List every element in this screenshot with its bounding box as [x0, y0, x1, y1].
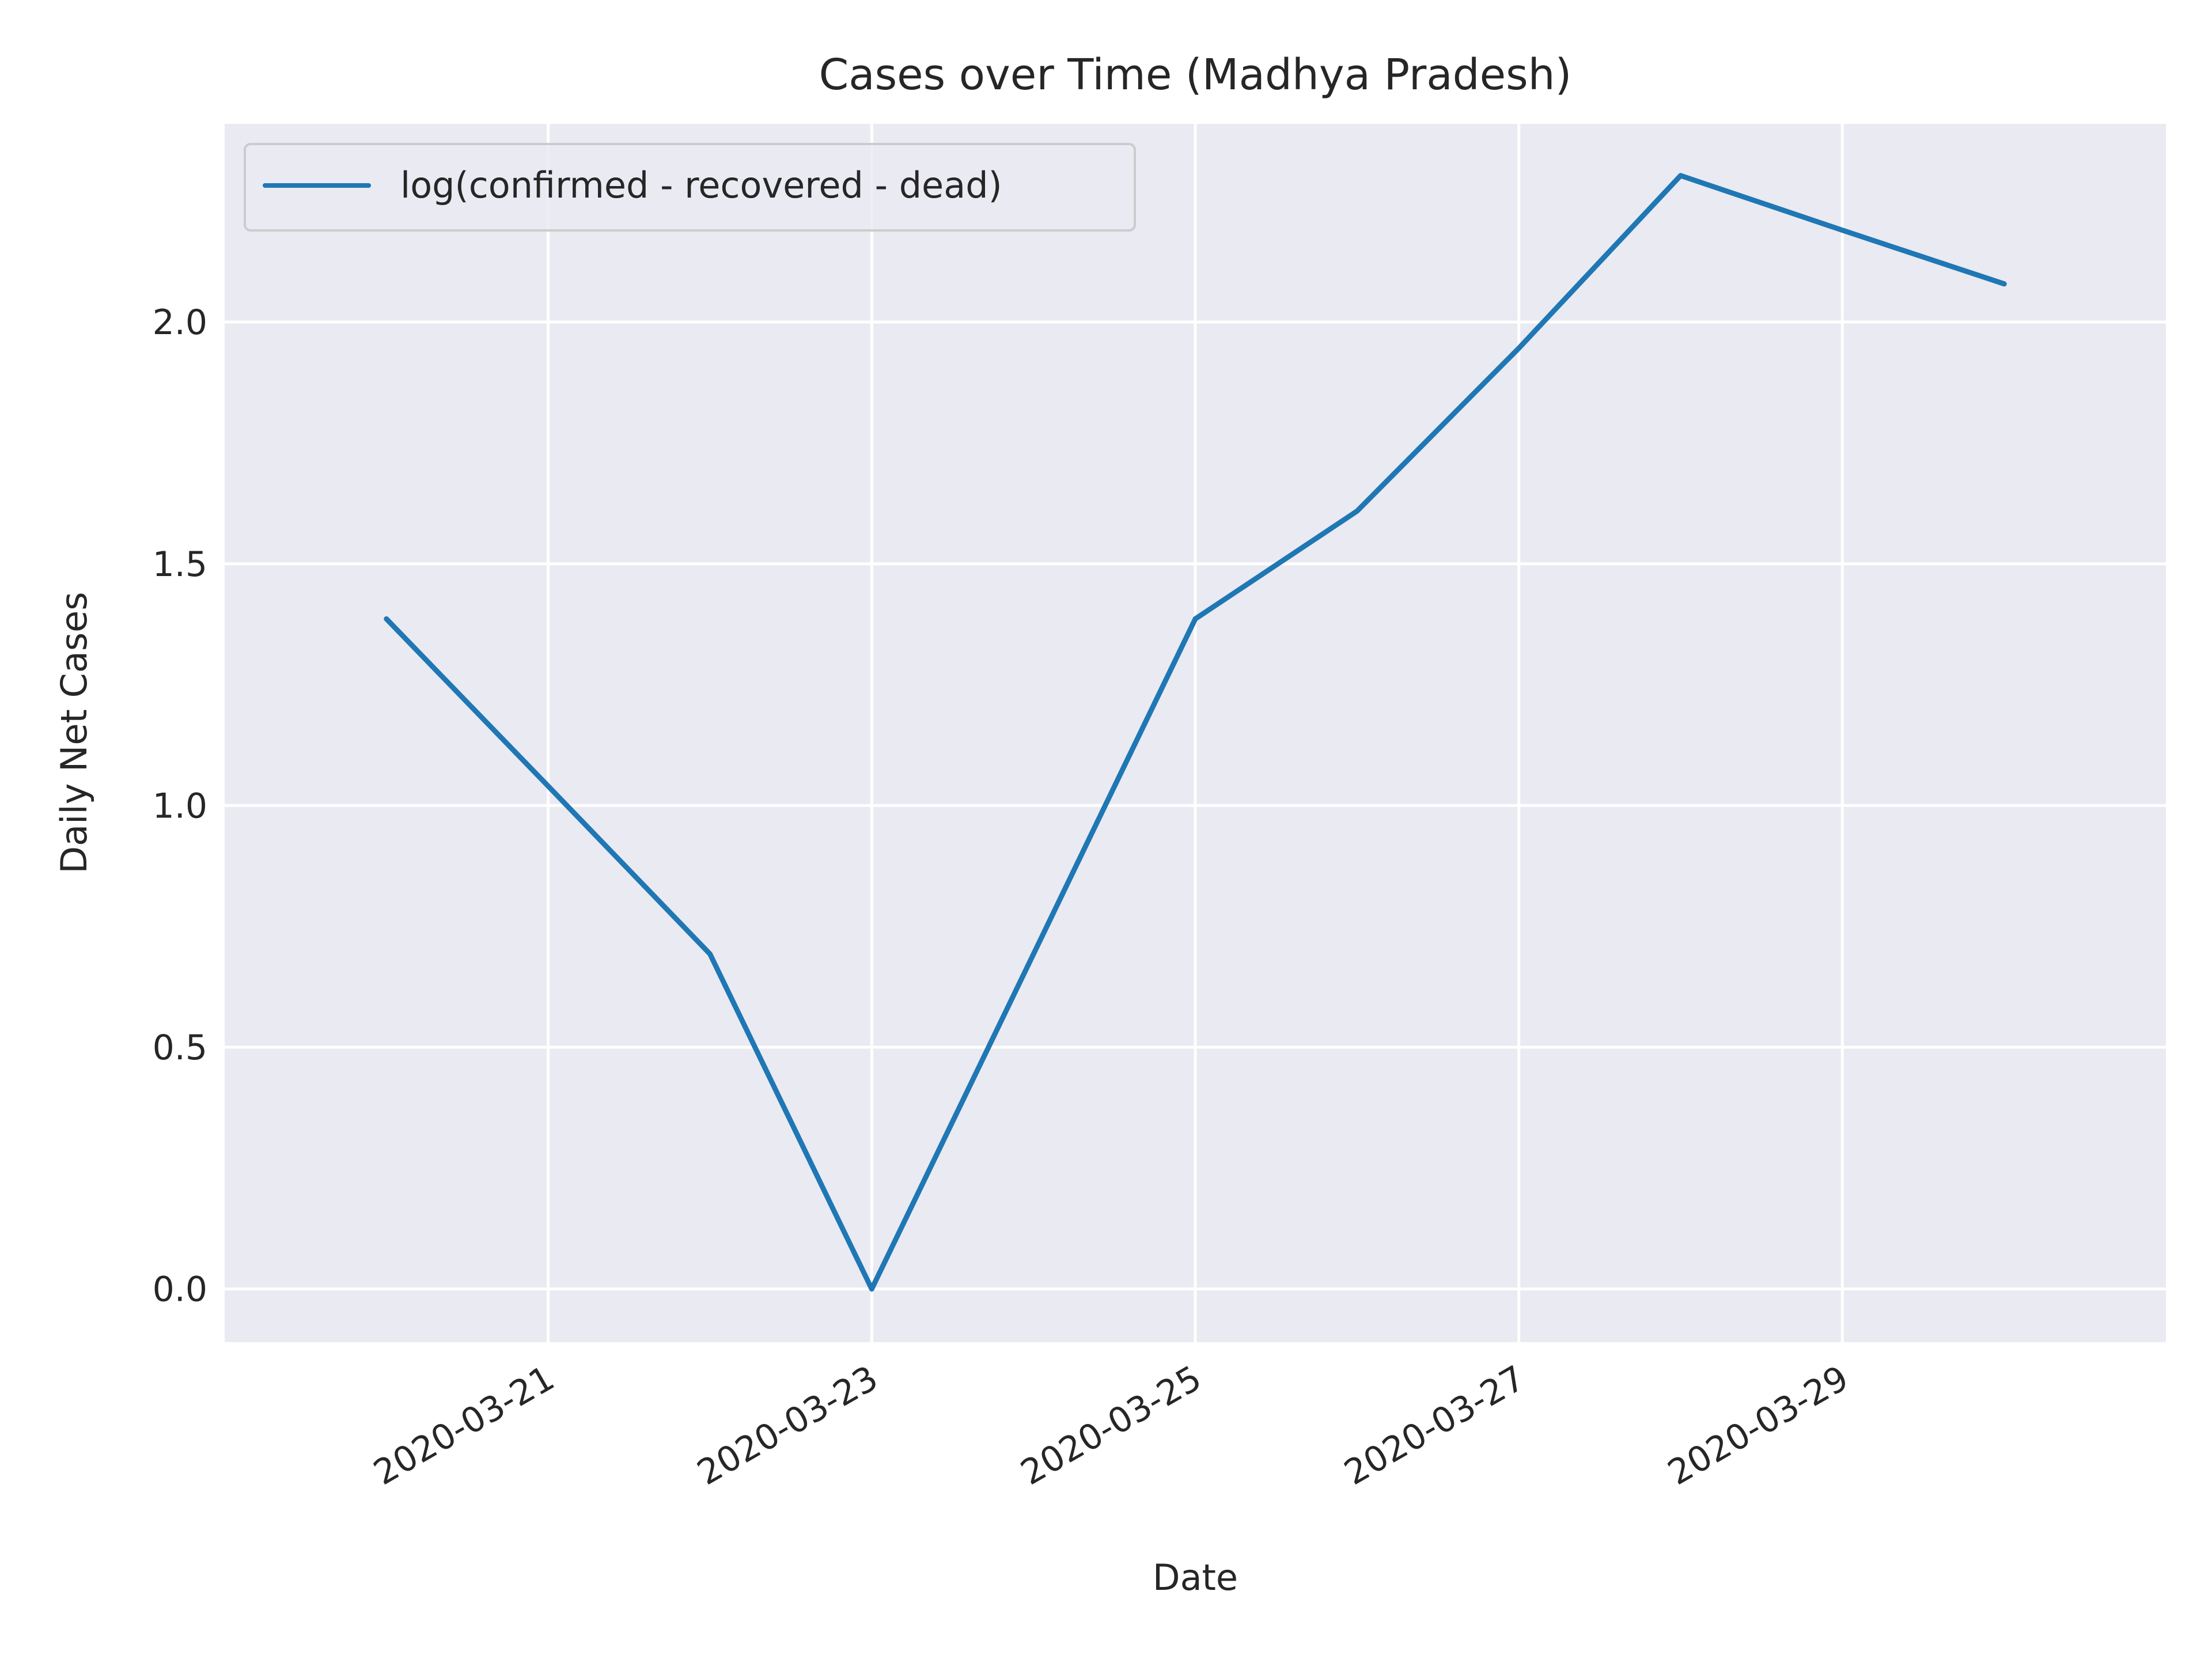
x-axis-label: Date	[1153, 1556, 1238, 1599]
y-tick-label: 1.0	[153, 786, 207, 826]
y-tick-label: 1.5	[153, 544, 207, 585]
legend-label: log(confirmed - recovered - dead)	[400, 164, 1002, 206]
y-tick-label: 2.0	[153, 302, 207, 343]
x-tick-label: 2020-03-23	[691, 1358, 885, 1493]
y-tick-label: 0.0	[153, 1270, 207, 1310]
series-line	[384, 173, 2007, 1292]
x-grid	[547, 124, 1844, 1342]
x-tick-label: 2020-03-21	[367, 1358, 561, 1493]
y-axis-label: Daily Net Cases	[53, 592, 95, 873]
chart-title: Cases over Time (Madhya Pradesh)	[819, 50, 1572, 100]
legend-box	[244, 143, 1136, 232]
x-axis-ticks: 2020-03-21 2020-03-23 2020-03-25 2020-03-27…	[367, 1358, 1855, 1493]
legend: log(confirmed - recovered - dead)	[244, 143, 1136, 232]
y-axis-ticks: 0.0 0.5 1.0 1.5 2.0	[153, 302, 207, 1310]
x-tick-label: 2020-03-25	[1014, 1358, 1209, 1493]
y-grid	[225, 320, 2166, 1291]
x-tick-label: 2020-03-27	[1338, 1358, 1532, 1493]
y-tick-label: 0.5	[153, 1028, 207, 1068]
series-layer	[384, 173, 2007, 1292]
x-tick-label: 2020-03-29	[1661, 1358, 1855, 1493]
